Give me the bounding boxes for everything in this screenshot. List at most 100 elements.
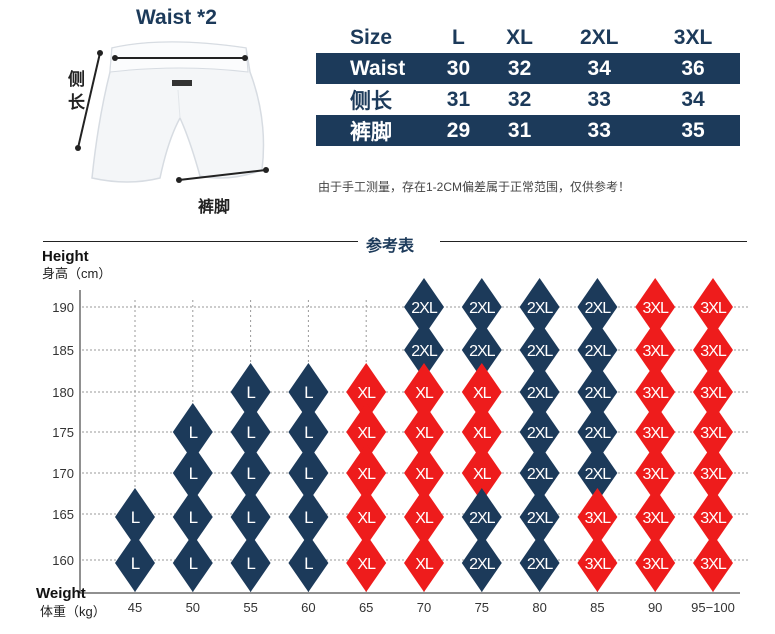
- size-diamond: [519, 278, 560, 336]
- x-tick-label: 45: [128, 600, 142, 615]
- cell: 36: [646, 53, 740, 84]
- size-diamond: [693, 403, 733, 461]
- size-diamond: [230, 488, 271, 546]
- size-label: L: [246, 383, 255, 402]
- size-diamond: [404, 403, 444, 461]
- size-diamond: [288, 534, 329, 592]
- size-label: L: [189, 508, 198, 527]
- cell: 32: [507, 87, 532, 111]
- size-label: 2XL: [527, 343, 554, 360]
- size-label: 2XL: [527, 466, 554, 483]
- shorts-illustration: [75, 41, 269, 183]
- size-label: XL: [357, 425, 376, 442]
- x-axis-label: Weight: [36, 585, 86, 602]
- y-axis-label: Height: [42, 248, 89, 265]
- size-diamond: [288, 403, 329, 461]
- size-diamond: [635, 488, 676, 546]
- size-diamond: [172, 444, 213, 502]
- size-diamond: [519, 403, 560, 461]
- size-label: 2XL: [585, 385, 612, 402]
- size-diamond: [635, 403, 676, 461]
- size-label: L: [304, 554, 313, 573]
- size-label: 2XL: [527, 385, 554, 402]
- size-label: 2XL: [469, 510, 496, 527]
- y-tick-label: 180: [52, 385, 74, 400]
- size-label: XL: [473, 466, 492, 483]
- size-label: L: [189, 423, 198, 442]
- size-diamond: [288, 488, 329, 546]
- size-diamond: [577, 278, 618, 336]
- size-diamond: [577, 444, 618, 502]
- x-tick-label: 80: [532, 600, 546, 615]
- cell: 31: [446, 87, 471, 111]
- size-diamond: [346, 534, 387, 592]
- size-label: L: [246, 554, 255, 573]
- table-row: 侧长 31 32 33 34: [316, 84, 740, 115]
- x-axis-sublabel: 体重（kg）: [40, 604, 106, 619]
- header-cell: L: [452, 25, 465, 49]
- size-label: 3XL: [642, 510, 669, 527]
- size-label: XL: [357, 466, 376, 483]
- x-tick-label: 95−100: [691, 600, 735, 615]
- size-label: L: [304, 383, 313, 402]
- cell: 30: [430, 53, 487, 84]
- size-diamond: [230, 534, 271, 592]
- row-label: Waist: [316, 53, 430, 84]
- size-diamond: [577, 321, 618, 379]
- size-diamond: [230, 363, 271, 421]
- size-diamond: [461, 403, 502, 461]
- size-label: 2XL: [411, 300, 438, 317]
- size-label: L: [131, 508, 140, 527]
- side-length-label: 侧长: [65, 70, 84, 116]
- size-diamond: [519, 488, 560, 546]
- size-label: XL: [473, 385, 492, 402]
- size-diamond: [693, 363, 733, 421]
- size-label: 2XL: [469, 556, 496, 573]
- size-label: XL: [357, 510, 376, 527]
- size-diamond: [404, 444, 444, 502]
- size-diamond: [635, 534, 676, 592]
- size-diamond: [404, 278, 444, 336]
- cell: 34: [552, 53, 647, 84]
- size-diamond: [404, 534, 444, 592]
- size-label: 2XL: [469, 300, 496, 317]
- y-tick-label: 190: [52, 300, 74, 315]
- size-diamond: [461, 278, 502, 336]
- y-tick-label: 160: [52, 553, 74, 568]
- size-label: 3XL: [700, 343, 727, 360]
- size-label: 2XL: [411, 343, 438, 360]
- measurement-note: 由于手工测量，存在1-2CM偏差属于正常范围，仅供参考！: [318, 180, 631, 194]
- size-diamond: [461, 488, 502, 546]
- table-row: Waist 30 32 34 36: [316, 53, 740, 84]
- size-diamond: [693, 534, 733, 592]
- size-label: L: [246, 464, 255, 483]
- divider-left: [43, 241, 358, 242]
- size-label: L: [246, 423, 255, 442]
- x-tick-label: 60: [301, 600, 315, 615]
- size-diamond: [461, 534, 502, 592]
- size-diamond: [577, 363, 618, 421]
- row-label: 侧长: [350, 89, 392, 113]
- size-label: XL: [357, 385, 376, 402]
- size-label: XL: [473, 425, 492, 442]
- row-label: 裤脚: [316, 115, 430, 146]
- size-label: XL: [415, 425, 434, 442]
- size-diamond: [172, 488, 213, 546]
- size-label: 2XL: [527, 510, 554, 527]
- y-tick-label: 165: [52, 507, 74, 522]
- size-label: 3XL: [700, 466, 727, 483]
- size-label: XL: [415, 556, 434, 573]
- size-label: 2XL: [585, 425, 612, 442]
- size-diamond: [230, 444, 271, 502]
- x-tick-label: 75: [475, 600, 489, 615]
- size-diamond: [693, 278, 733, 336]
- size-diamond: [635, 363, 676, 421]
- size-label: L: [304, 508, 313, 527]
- x-tick-label: 55: [243, 600, 257, 615]
- hem-label: 裤脚: [198, 199, 231, 216]
- y-axis-sublabel: 身高（cm）: [42, 266, 112, 281]
- cell: 31: [486, 115, 553, 146]
- cell: 35: [646, 115, 740, 146]
